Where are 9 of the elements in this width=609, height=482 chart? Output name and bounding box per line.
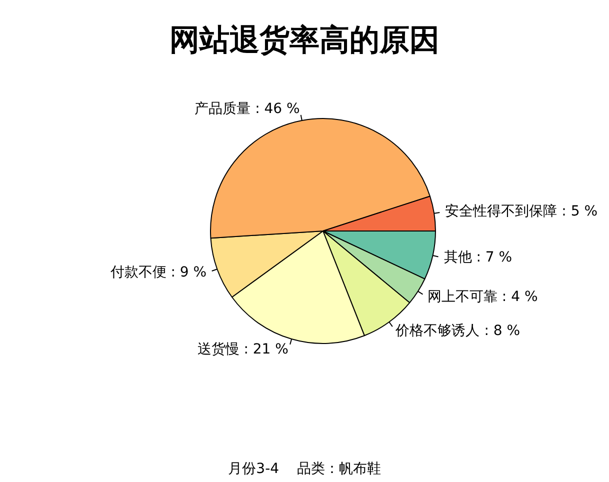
text: 月份3-4 品类：帆布鞋 [227,460,382,478]
slice-label: 网上不可靠 : 4 % [427,288,538,305]
slice-label: 其他 : 7 % [444,250,512,266]
slice-label: 送货慢 : 21 % [197,341,288,358]
chart-title: 网站退货率高的原因 [168,22,440,59]
slice-label: 价格不够诱人 : 8 % [394,322,520,339]
slice-label: 安全性得不到保障 : 5 % [445,203,598,220]
slice-label: 付款不便 : 9 % [109,264,207,281]
slice-label: 产品质量 : 46 % [194,101,300,118]
